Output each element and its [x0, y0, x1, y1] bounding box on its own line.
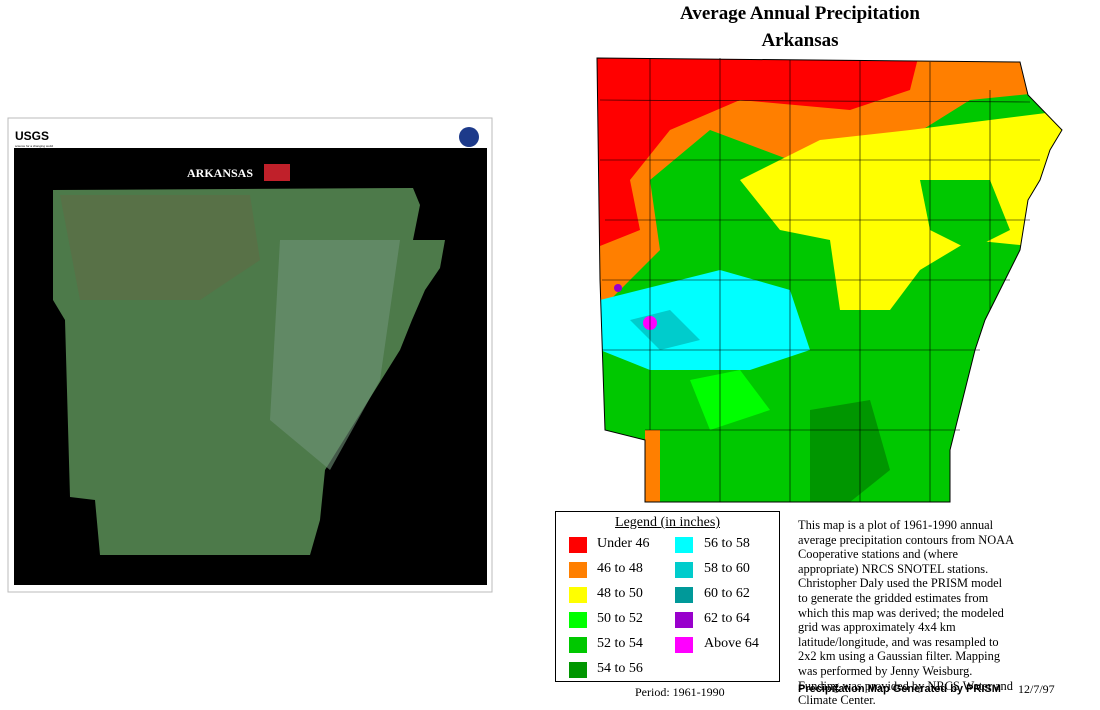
ozark-terrain: [60, 195, 260, 300]
legend-label: 46 to 48: [597, 561, 643, 576]
county-lines: [599, 58, 1040, 502]
legend-swatch: [569, 612, 587, 628]
legend-label: Under 46: [597, 536, 650, 551]
state-flag: [264, 164, 290, 181]
legend-title: Legend (in inches): [615, 515, 720, 530]
delta-terrain: [270, 240, 400, 470]
legend-swatch: [675, 612, 693, 628]
tagline: science for a changing world: [15, 144, 53, 148]
description: This map is a plot of 1961-1990 annual a…: [798, 518, 1014, 708]
date: 12/7/97: [1018, 682, 1055, 696]
legend-swatch: [675, 587, 693, 603]
agency: USGS: [15, 129, 49, 143]
credit: Precipitation Map Generated by PRISM: [798, 683, 1001, 695]
zone: [645, 430, 660, 502]
legend-label: 62 to 64: [704, 611, 750, 626]
legend: Legend (in inches) Under 46 46 to 48 48 to…: [555, 511, 780, 682]
legend-label: 58 to 60: [704, 561, 750, 576]
satellite-poster: USGS science for a changing world ARKANS…: [7, 117, 493, 593]
legend-label: 50 to 52: [597, 611, 643, 626]
legend-label: 54 to 56: [597, 661, 643, 676]
poster-title: ARKANSAS: [187, 166, 253, 180]
legend-label: Above 64: [704, 636, 759, 651]
legend-swatch: [569, 587, 587, 603]
precipitation-map: [596, 57, 1063, 503]
legend-swatch: [569, 562, 587, 578]
legend-swatch: [569, 537, 587, 553]
legend-label: 52 to 54: [597, 636, 643, 651]
map-subtitle: Arkansas: [761, 30, 839, 51]
legend-swatch: [675, 637, 693, 653]
legend-label: 56 to 58: [704, 536, 750, 551]
zone: [810, 400, 890, 502]
zone: [600, 270, 810, 370]
legend-label: 48 to 50: [597, 586, 643, 601]
legend-swatch: [675, 537, 693, 553]
legend-swatch: [569, 662, 587, 678]
legend-swatch: [675, 562, 693, 578]
zone: [597, 58, 920, 250]
legend-label: 60 to 62: [704, 586, 750, 601]
map-title: Average Annual Precipitation: [680, 3, 920, 24]
zone: [920, 180, 1010, 250]
zone: [690, 370, 770, 430]
state-outline: [596, 57, 1063, 503]
nasa-logo: [459, 127, 479, 147]
period: Period: 1961-1990: [635, 685, 725, 699]
zone: [614, 284, 622, 292]
legend-swatch: [569, 637, 587, 653]
